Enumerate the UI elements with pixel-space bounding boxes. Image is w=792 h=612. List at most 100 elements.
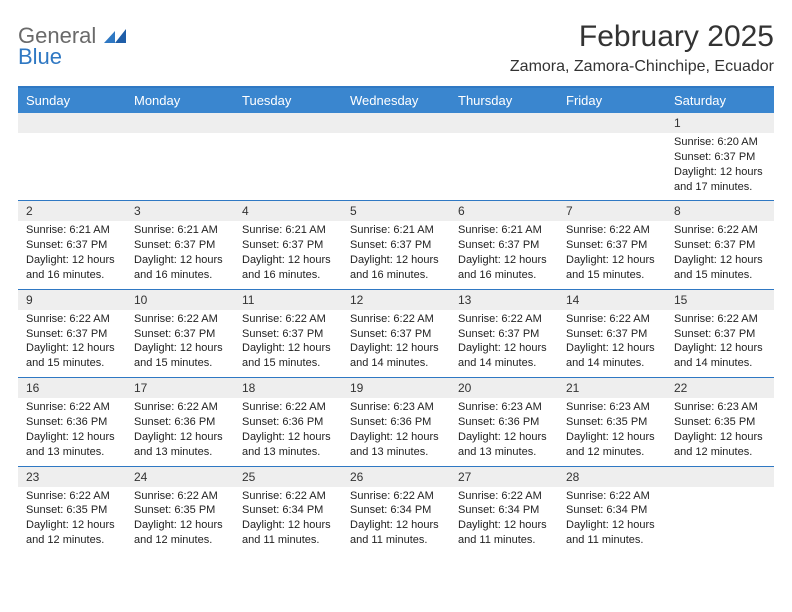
- day-cell: [126, 113, 234, 200]
- day-body: Sunrise: 6:21 AMSunset: 6:37 PMDaylight:…: [450, 221, 558, 282]
- daylight-text: Daylight: 12 hours and 16 minutes.: [26, 253, 118, 283]
- header: General Blue February 2025 Zamora, Zamor…: [18, 20, 774, 76]
- day-body: Sunrise: 6:22 AMSunset: 6:36 PMDaylight:…: [234, 398, 342, 459]
- day-cell: 28Sunrise: 6:22 AMSunset: 6:34 PMDayligh…: [558, 467, 666, 554]
- day-cell: 19Sunrise: 6:23 AMSunset: 6:36 PMDayligh…: [342, 378, 450, 465]
- day-header-row: Sunday Monday Tuesday Wednesday Thursday…: [18, 88, 774, 113]
- day-body: Sunrise: 6:22 AMSunset: 6:34 PMDaylight:…: [558, 487, 666, 548]
- day-number: 23: [18, 467, 126, 487]
- day-cell: 23Sunrise: 6:22 AMSunset: 6:35 PMDayligh…: [18, 467, 126, 554]
- sunset-text: Sunset: 6:37 PM: [566, 327, 658, 342]
- sunset-text: Sunset: 6:37 PM: [350, 238, 442, 253]
- daylight-text: Daylight: 12 hours and 14 minutes.: [350, 341, 442, 371]
- day-cell: [558, 113, 666, 200]
- day-number: 24: [126, 467, 234, 487]
- sunrise-text: Sunrise: 6:22 AM: [26, 489, 118, 504]
- day-number: 11: [234, 290, 342, 310]
- sunrise-text: Sunrise: 6:22 AM: [350, 312, 442, 327]
- daylight-text: Daylight: 12 hours and 16 minutes.: [242, 253, 334, 283]
- day-header: Thursday: [450, 88, 558, 113]
- day-body: Sunrise: 6:23 AMSunset: 6:35 PMDaylight:…: [558, 398, 666, 459]
- location-subtitle: Zamora, Zamora-Chinchipe, Ecuador: [510, 58, 774, 76]
- day-body: Sunrise: 6:22 AMSunset: 6:35 PMDaylight:…: [18, 487, 126, 548]
- day-body: Sunrise: 6:22 AMSunset: 6:37 PMDaylight:…: [18, 310, 126, 371]
- day-cell: [342, 113, 450, 200]
- daylight-text: Daylight: 12 hours and 13 minutes.: [26, 430, 118, 460]
- daylight-text: Daylight: 12 hours and 11 minutes.: [566, 518, 658, 548]
- day-header: Tuesday: [234, 88, 342, 113]
- day-cell: 21Sunrise: 6:23 AMSunset: 6:35 PMDayligh…: [558, 378, 666, 465]
- sunrise-text: Sunrise: 6:22 AM: [134, 400, 226, 415]
- sunset-text: Sunset: 6:36 PM: [26, 415, 118, 430]
- day-number: 26: [342, 467, 450, 487]
- day-number: 13: [450, 290, 558, 310]
- day-cell: 10Sunrise: 6:22 AMSunset: 6:37 PMDayligh…: [126, 290, 234, 377]
- sunrise-text: Sunrise: 6:22 AM: [242, 312, 334, 327]
- sunset-text: Sunset: 6:35 PM: [566, 415, 658, 430]
- sunrise-text: Sunrise: 6:21 AM: [458, 223, 550, 238]
- sunrise-text: Sunrise: 6:22 AM: [134, 489, 226, 504]
- week-row: 9Sunrise: 6:22 AMSunset: 6:37 PMDaylight…: [18, 289, 774, 377]
- sunset-text: Sunset: 6:37 PM: [134, 327, 226, 342]
- day-cell: 22Sunrise: 6:23 AMSunset: 6:35 PMDayligh…: [666, 378, 774, 465]
- day-number: 19: [342, 378, 450, 398]
- daylight-text: Daylight: 12 hours and 17 minutes.: [674, 165, 766, 195]
- day-number: 5: [342, 201, 450, 221]
- daylight-text: Daylight: 12 hours and 16 minutes.: [350, 253, 442, 283]
- day-cell: 15Sunrise: 6:22 AMSunset: 6:37 PMDayligh…: [666, 290, 774, 377]
- day-body: [234, 133, 342, 135]
- day-cell: 3Sunrise: 6:21 AMSunset: 6:37 PMDaylight…: [126, 201, 234, 288]
- day-body: Sunrise: 6:21 AMSunset: 6:37 PMDaylight:…: [18, 221, 126, 282]
- day-cell: 14Sunrise: 6:22 AMSunset: 6:37 PMDayligh…: [558, 290, 666, 377]
- logo-text: General Blue: [18, 26, 126, 68]
- daylight-text: Daylight: 12 hours and 12 minutes.: [566, 430, 658, 460]
- day-header: Friday: [558, 88, 666, 113]
- daylight-text: Daylight: 12 hours and 13 minutes.: [134, 430, 226, 460]
- sunset-text: Sunset: 6:35 PM: [674, 415, 766, 430]
- daylight-text: Daylight: 12 hours and 12 minutes.: [26, 518, 118, 548]
- daylight-text: Daylight: 12 hours and 14 minutes.: [674, 341, 766, 371]
- week-row: 2Sunrise: 6:21 AMSunset: 6:37 PMDaylight…: [18, 200, 774, 288]
- day-number: 20: [450, 378, 558, 398]
- day-number: 18: [234, 378, 342, 398]
- sunrise-text: Sunrise: 6:22 AM: [566, 312, 658, 327]
- day-number: 27: [450, 467, 558, 487]
- page-title: February 2025: [510, 20, 774, 54]
- sunrise-text: Sunrise: 6:20 AM: [674, 135, 766, 150]
- day-cell: [666, 467, 774, 554]
- sunrise-text: Sunrise: 6:22 AM: [566, 223, 658, 238]
- day-number: [450, 113, 558, 133]
- day-number: 3: [126, 201, 234, 221]
- day-cell: 25Sunrise: 6:22 AMSunset: 6:34 PMDayligh…: [234, 467, 342, 554]
- daylight-text: Daylight: 12 hours and 16 minutes.: [458, 253, 550, 283]
- sunrise-text: Sunrise: 6:22 AM: [674, 223, 766, 238]
- day-body: Sunrise: 6:22 AMSunset: 6:34 PMDaylight:…: [450, 487, 558, 548]
- week-row: 23Sunrise: 6:22 AMSunset: 6:35 PMDayligh…: [18, 466, 774, 554]
- sunrise-text: Sunrise: 6:22 AM: [26, 312, 118, 327]
- day-header: Wednesday: [342, 88, 450, 113]
- title-block: February 2025 Zamora, Zamora-Chinchipe, …: [510, 20, 774, 76]
- daylight-text: Daylight: 12 hours and 14 minutes.: [458, 341, 550, 371]
- daylight-text: Daylight: 12 hours and 12 minutes.: [674, 430, 766, 460]
- sunrise-text: Sunrise: 6:23 AM: [458, 400, 550, 415]
- daylight-text: Daylight: 12 hours and 11 minutes.: [350, 518, 442, 548]
- day-header: Monday: [126, 88, 234, 113]
- day-cell: 26Sunrise: 6:22 AMSunset: 6:34 PMDayligh…: [342, 467, 450, 554]
- logo-mark-icon: [104, 29, 126, 46]
- day-cell: [18, 113, 126, 200]
- day-number: [666, 467, 774, 487]
- day-body: Sunrise: 6:21 AMSunset: 6:37 PMDaylight:…: [126, 221, 234, 282]
- day-body: [126, 133, 234, 135]
- sunset-text: Sunset: 6:34 PM: [458, 503, 550, 518]
- day-number: 28: [558, 467, 666, 487]
- day-body: Sunrise: 6:21 AMSunset: 6:37 PMDaylight:…: [342, 221, 450, 282]
- day-body: [558, 133, 666, 135]
- day-body: Sunrise: 6:22 AMSunset: 6:37 PMDaylight:…: [558, 310, 666, 371]
- day-body: Sunrise: 6:22 AMSunset: 6:37 PMDaylight:…: [126, 310, 234, 371]
- sunset-text: Sunset: 6:36 PM: [242, 415, 334, 430]
- day-cell: 2Sunrise: 6:21 AMSunset: 6:37 PMDaylight…: [18, 201, 126, 288]
- sunrise-text: Sunrise: 6:22 AM: [566, 489, 658, 504]
- sunset-text: Sunset: 6:34 PM: [242, 503, 334, 518]
- sunset-text: Sunset: 6:37 PM: [458, 327, 550, 342]
- logo: General Blue: [18, 20, 126, 68]
